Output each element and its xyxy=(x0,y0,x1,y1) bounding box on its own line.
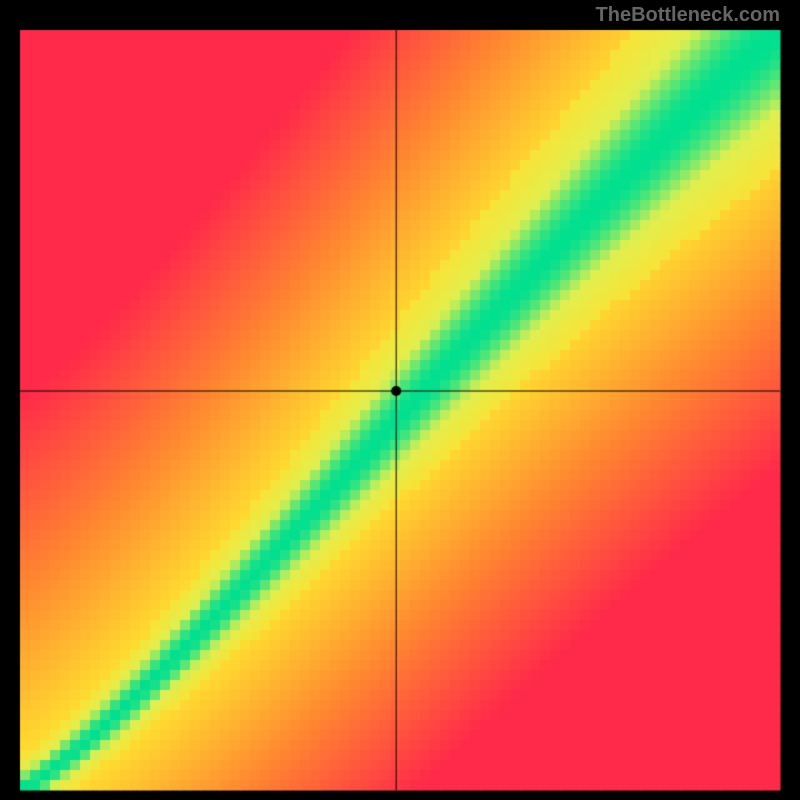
watermark-text: TheBottleneck.com xyxy=(596,4,780,27)
chart-container: TheBottleneck.com xyxy=(0,0,800,800)
bottleneck-heatmap xyxy=(0,0,800,800)
